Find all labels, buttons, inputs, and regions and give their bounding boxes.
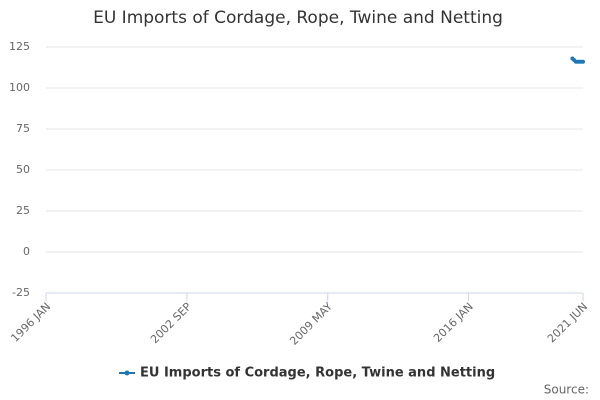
source: Source: — [544, 383, 589, 397]
chart-title: EU Imports of Cordage, Rope, Twine and N… — [93, 8, 503, 28]
y-tick-label: 75 — [16, 122, 30, 135]
y-tick-label: 50 — [16, 163, 30, 176]
x-tick-label: 2021 JUN — [545, 300, 590, 345]
point — [581, 59, 585, 64]
y-tick-label: 125 — [9, 40, 30, 53]
x-tick-label: 2009 MAY — [287, 300, 335, 348]
y-tick-label: 100 — [9, 81, 30, 94]
legend-label: EU Imports of Cordage, Rope, Twine and N… — [140, 366, 495, 381]
y-tick-label: 25 — [16, 204, 30, 217]
y-tick-label: 0 — [23, 245, 30, 258]
x-tick-label: 2002 SEP — [148, 300, 194, 346]
legend-marker — [124, 370, 130, 376]
y-tick-label: -25 — [12, 286, 30, 299]
x-tick-label: 1996 JAN — [8, 300, 53, 345]
x-tick-label: 2016 JAN — [431, 300, 476, 345]
